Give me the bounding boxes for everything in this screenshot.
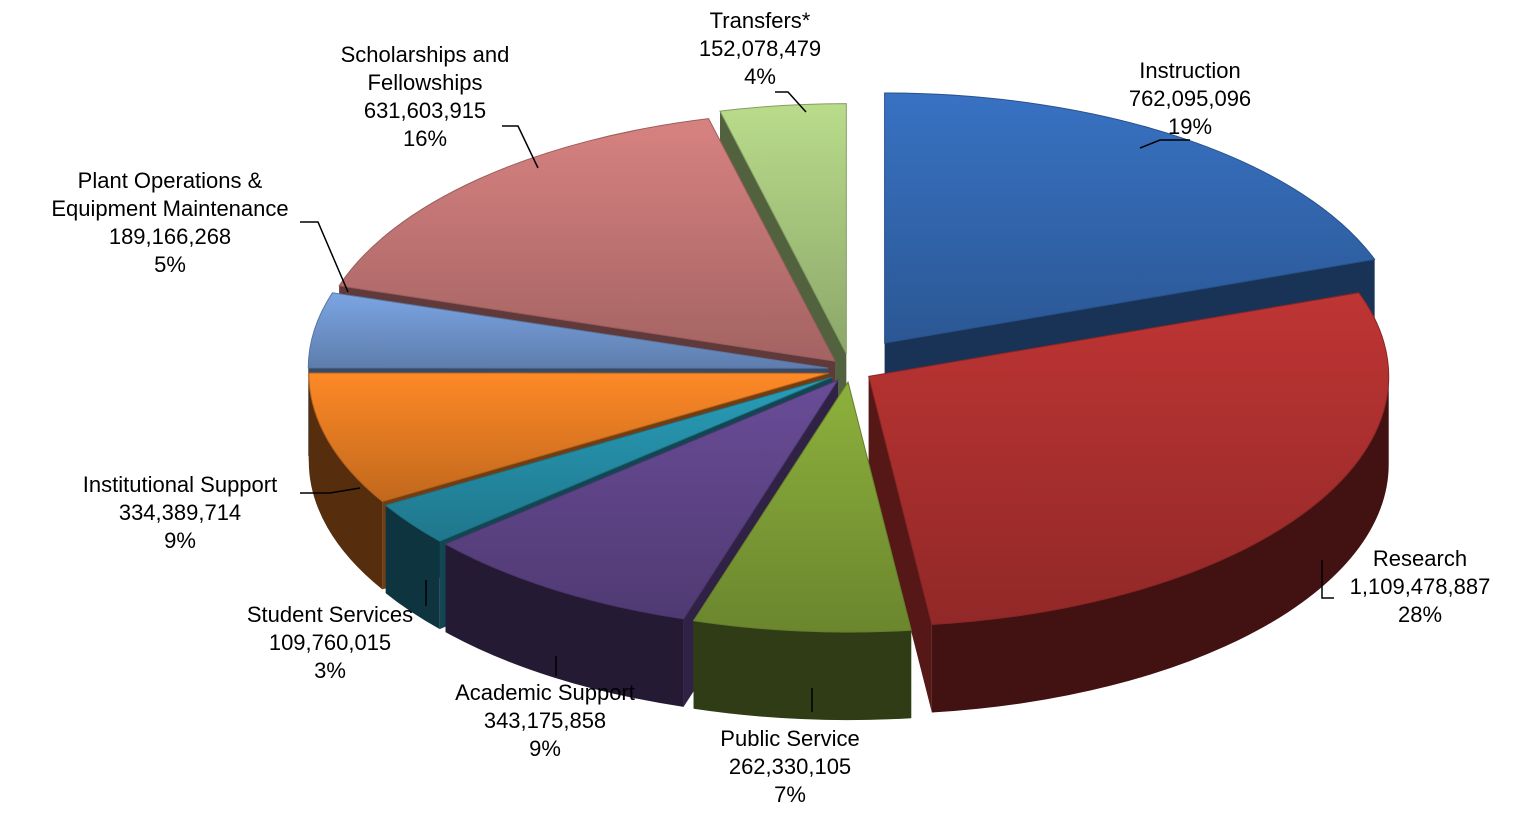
label-value-scholarships-and-fellowships: 631,603,915 — [364, 98, 486, 123]
label-name-research: Research — [1373, 546, 1467, 571]
leader-line-instruction — [1139, 139, 1190, 149]
label-value-plant-operations-equipment-maintenance: 189,166,268 — [109, 224, 231, 249]
slice-top-scholarships-and-fellowships — [338, 118, 836, 362]
label-name-public-service: Public Service — [720, 726, 859, 751]
leader-line-scholarships-and-fellowships — [502, 125, 539, 169]
data-label-public-service: Public Service 262,330,105 7% — [720, 688, 860, 807]
data-label-research: Research 1,109,478,887 28% — [1321, 546, 1491, 627]
label-name-plant-operations-equipment-maintenance: Equipment Maintenance — [51, 196, 288, 221]
slice-tops — [307, 92, 1390, 633]
data-label-student-services: Student Services 109,760,015 3% — [247, 580, 427, 683]
label-percent-scholarships-and-fellowships: 16% — [403, 126, 447, 151]
slice-top-plant-operations-equipment-maintenance — [307, 292, 829, 369]
leader-line-plant-operations-equipment-maintenance — [300, 221, 349, 293]
leader-line-institutional-support — [300, 487, 361, 494]
label-percent-plant-operations-equipment-maintenance: 5% — [154, 252, 186, 277]
label-value-academic-support: 343,175,858 — [484, 708, 606, 733]
slice-top-instruction — [884, 92, 1376, 344]
label-value-instruction: 762,095,096 — [1129, 86, 1251, 111]
slice-top-institutional-support — [308, 372, 829, 502]
slice-rim-research — [931, 376, 1389, 713]
slice-rim-public-service — [693, 620, 912, 721]
label-percent-academic-support: 9% — [529, 736, 561, 761]
data-label-instruction: Instruction 762,095,096 19% — [1129, 58, 1251, 149]
slice-rim-institutional-support — [308, 373, 383, 590]
slice-rim-academic-support — [445, 544, 684, 707]
label-percent-institutional-support: 9% — [164, 528, 196, 553]
label-percent-research: 28% — [1398, 602, 1442, 627]
data-label-plant-operations-equipment-maintenance: Plant Operations & Equipment Maintenance 1… — [51, 168, 349, 293]
label-percent-public-service: 7% — [774, 782, 806, 807]
leader-line-research — [1321, 560, 1334, 599]
label-name-scholarships-and-fellowships: Fellowships — [368, 70, 483, 95]
label-value-research: 1,109,478,887 — [1350, 574, 1491, 599]
slice-top-transfers — [719, 103, 847, 354]
data-label-transfers: Transfers* 152,078,479 4% — [699, 8, 821, 113]
label-percent-student-services: 3% — [314, 658, 346, 683]
label-value-institutional-support: 334,389,714 — [119, 500, 241, 525]
data-label-academic-support: Academic Support 343,175,858 9% — [455, 656, 635, 761]
label-name-scholarships-and-fellowships: Scholarships and — [341, 42, 510, 67]
label-name-plant-operations-equipment-maintenance: Plant Operations & — [78, 168, 263, 193]
data-labels: Instruction 762,095,096 19% Research 1,109,4… — [51, 8, 1490, 807]
label-value-public-service: 262,330,105 — [729, 754, 851, 779]
slice-top-public-service — [692, 380, 912, 633]
label-value-transfers: 152,078,479 — [699, 36, 821, 61]
label-name-transfers: Transfers* — [710, 8, 811, 33]
slice-top-research — [868, 292, 1390, 626]
data-label-scholarships-and-fellowships: Scholarships and Fellowships 631,603,915 16… — [341, 42, 539, 169]
label-name-instruction: Instruction — [1139, 58, 1241, 83]
label-name-academic-support: Academic Support — [455, 680, 635, 705]
label-name-institutional-support: Institutional Support — [83, 472, 277, 497]
slice-top-student-services — [384, 376, 833, 542]
slice-wall-research-end — [868, 376, 932, 713]
label-value-student-services: 109,760,015 — [269, 630, 391, 655]
slice-top-academic-support — [444, 379, 840, 620]
leader-line-transfers — [775, 91, 807, 113]
label-name-student-services: Student Services — [247, 602, 413, 627]
label-percent-instruction: 19% — [1168, 114, 1212, 139]
label-percent-transfers: 4% — [744, 64, 776, 89]
data-label-institutional-support: Institutional Support 334,389,714 9% — [83, 472, 361, 553]
